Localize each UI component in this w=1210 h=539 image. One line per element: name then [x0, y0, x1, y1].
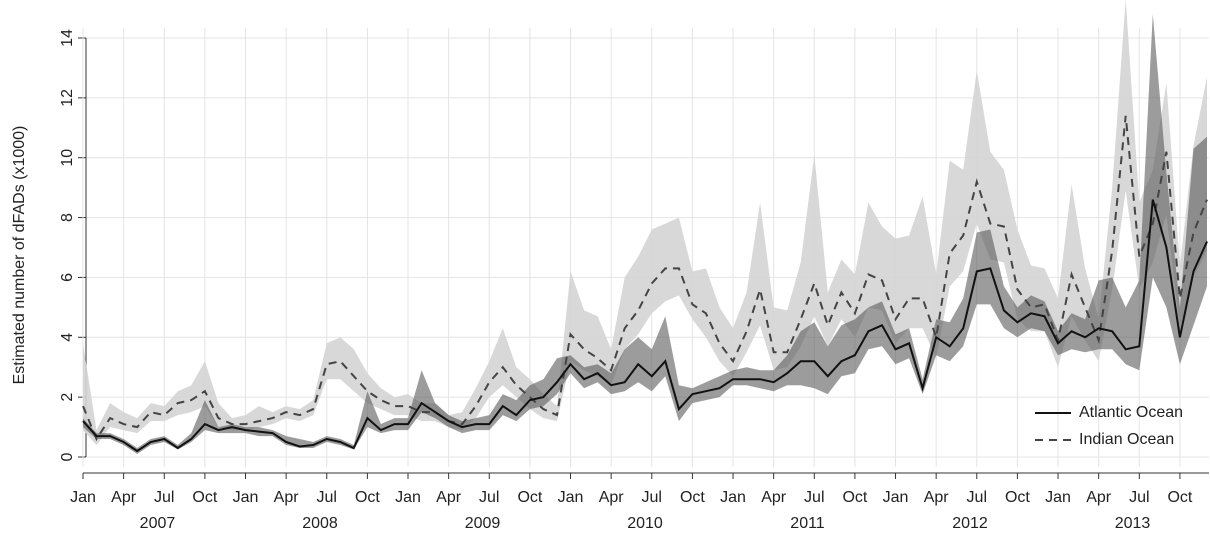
- y-tick-label: 14: [59, 29, 76, 47]
- year-label: 2010: [627, 515, 663, 532]
- year-label: 2009: [465, 515, 501, 532]
- x-tick-label: Apr: [111, 489, 137, 506]
- x-tick-label: Apr: [599, 489, 625, 506]
- y-tick-label: 6: [59, 273, 76, 282]
- year-label: 2012: [952, 515, 988, 532]
- y-tick-label: 8: [59, 213, 76, 222]
- confidence-band: [83, 0, 1207, 445]
- year-label: 2013: [1115, 515, 1151, 532]
- x-tick-label: Jan: [233, 489, 259, 506]
- x-tick-label: Oct: [1167, 489, 1192, 506]
- x-tick-label: Jul: [642, 489, 662, 506]
- x-tick-label: Oct: [680, 489, 705, 506]
- x-tick-label: Jan: [395, 489, 421, 506]
- x-tick-label: Jan: [883, 489, 909, 506]
- x-tick-label: Oct: [355, 489, 380, 506]
- year-label: 2011: [790, 515, 825, 532]
- x-tick-label: Apr: [274, 489, 300, 506]
- x-tick-label: Jan: [70, 489, 96, 506]
- x-tick-label: Oct: [192, 489, 217, 506]
- x-tick-label: Oct: [1005, 489, 1030, 506]
- confidence-band: [83, 14, 1207, 454]
- year-label: 2007: [140, 515, 176, 532]
- series-line: [82, 115, 1208, 442]
- x-tick-label: Jul: [1129, 489, 1149, 506]
- x-tick-label: Apr: [761, 489, 787, 506]
- x-tick-label: Oct: [842, 489, 867, 506]
- x-tick-label: Jan: [720, 489, 746, 506]
- series-line: [82, 199, 1208, 453]
- y-tick-label: 10: [59, 149, 76, 167]
- x-tick-label: Apr: [924, 489, 950, 506]
- y-axis-label: Estimated number of dFADs (x1000): [11, 126, 28, 385]
- x-tick-label: Jul: [154, 489, 174, 506]
- x-tick-label: Jul: [967, 489, 987, 506]
- y-tick-label: 4: [59, 333, 76, 342]
- year-label: 2008: [302, 515, 338, 532]
- x-tick-label: Jul: [317, 489, 337, 506]
- y-tick-label: 12: [59, 89, 76, 107]
- x-tick-label: Apr: [1086, 489, 1112, 506]
- x-tick-label: Apr: [436, 489, 462, 506]
- legend-label: Indian Ocean: [1079, 431, 1174, 448]
- x-tick-label: Jul: [479, 489, 499, 506]
- x-tick-label: Jan: [558, 489, 584, 506]
- x-tick-label: Jan: [1045, 489, 1071, 506]
- x-tick-label: Jul: [804, 489, 824, 506]
- y-tick-label: 2: [59, 393, 76, 402]
- y-tick-label: 0: [59, 452, 76, 461]
- legend-label: Atlantic Ocean: [1079, 404, 1183, 421]
- x-tick-label: Oct: [517, 489, 542, 506]
